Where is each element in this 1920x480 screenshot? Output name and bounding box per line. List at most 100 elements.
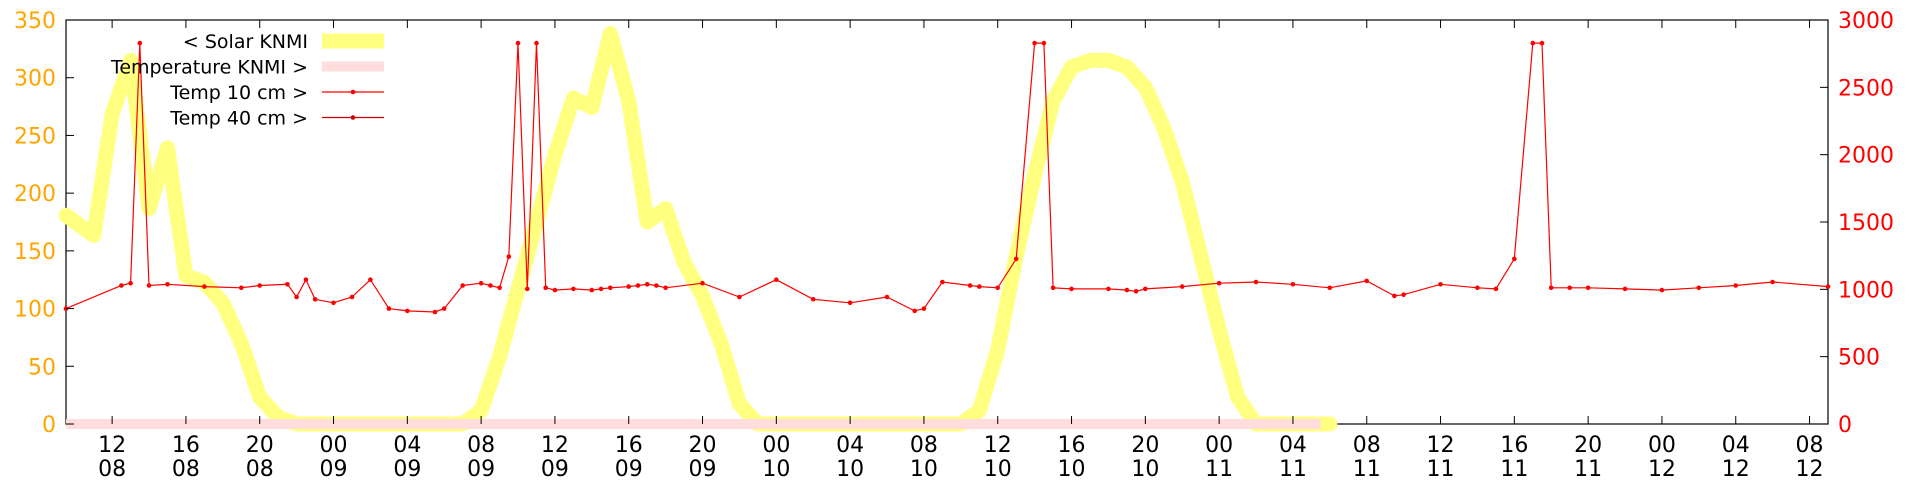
- x-tick-label-hour: 12: [98, 433, 126, 458]
- temp-10cm-point: [1548, 285, 1554, 291]
- x-tick-label-day: 09: [467, 457, 495, 480]
- temp-10cm-point: [1216, 280, 1222, 286]
- left-tick-label: 300: [14, 67, 56, 92]
- temp-10cm-point: [644, 282, 650, 287]
- temp-10cm-point: [515, 40, 521, 46]
- temp-10cm-point: [543, 285, 548, 291]
- temp-10cm-point: [119, 283, 124, 288]
- temp-10cm-point: [1622, 286, 1628, 292]
- temp-10cm-point: [608, 285, 613, 291]
- temp-10cm-point: [940, 279, 945, 285]
- temp-10cm-point: [654, 283, 659, 288]
- temp-10cm-point: [1124, 287, 1130, 293]
- temp-10cm-point: [202, 284, 207, 289]
- temp-10cm-point: [331, 300, 336, 306]
- temp-10cm-point: [285, 282, 290, 287]
- temp-10cm-point: [1493, 286, 1499, 292]
- left-tick-label: 250: [14, 124, 56, 149]
- temp-10cm-line: [65, 42, 1829, 313]
- temp-10cm-point: [534, 40, 539, 46]
- x-tick-label-hour: 20: [1574, 433, 1602, 458]
- x-tick-label-hour: 08: [1796, 433, 1824, 458]
- x-tick-label-day: 09: [689, 457, 717, 480]
- temp-10cm-point: [478, 280, 484, 286]
- x-tick-label-hour: 08: [910, 433, 938, 458]
- temp-10cm-point: [1825, 284, 1831, 289]
- right-tick-label: 3000: [1838, 9, 1894, 34]
- x-tick-label-day: 10: [910, 457, 938, 480]
- x-tick-label-hour: 16: [615, 433, 643, 458]
- x-tick-label-day: 11: [1279, 457, 1307, 480]
- x-tick-label-day: 09: [541, 457, 569, 480]
- temp-10cm-point: [349, 294, 355, 300]
- legend-label-temp-40cm: Temp 40 cm >: [169, 108, 308, 130]
- temp-10cm-point: [1475, 285, 1480, 291]
- temp-10cm-point: [626, 284, 631, 289]
- x-tick-label-hour: 08: [1353, 433, 1381, 458]
- temp-10cm-point: [967, 283, 973, 288]
- left-tick-label: 350: [14, 9, 56, 34]
- temp-10cm-point: [663, 285, 668, 291]
- temp-10cm-point: [497, 285, 502, 291]
- temp-10cm-point: [552, 287, 558, 293]
- temp-10cm-point: [1032, 40, 1037, 46]
- temp-10cm-point: [460, 283, 466, 288]
- x-tick-label-day: 09: [320, 457, 348, 480]
- x-tick-label-day: 10: [762, 457, 790, 480]
- temp-10cm-point: [405, 308, 410, 314]
- x-tick-label-hour: 00: [1648, 433, 1676, 458]
- temp-10cm-point: [847, 300, 853, 306]
- x-tick-label-hour: 12: [541, 433, 569, 458]
- temp-10cm-point: [441, 306, 447, 311]
- right-tick-label: 0: [1838, 413, 1852, 438]
- x-tick-label-hour: 04: [393, 433, 421, 458]
- temp-10cm-point: [1530, 40, 1536, 46]
- temp-10cm-point: [1567, 285, 1572, 291]
- left-tick-label: 0: [42, 413, 56, 438]
- temp-10cm-point: [810, 297, 816, 302]
- x-tick-label-hour: 16: [1500, 433, 1528, 458]
- temp-10cm-point: [977, 284, 982, 289]
- temp-10cm-point: [1041, 40, 1047, 46]
- temp-10cm-point: [239, 285, 244, 291]
- x-tick-label-hour: 16: [1058, 433, 1086, 458]
- x-tick-label-day: 11: [1205, 457, 1233, 480]
- temp-10cm-point: [1539, 40, 1545, 46]
- legend-marker-temp-40cm: [350, 115, 356, 120]
- legend-label-temp-10cm: Temp 10 cm >: [169, 82, 308, 104]
- x-tick-label-day: 11: [1353, 457, 1381, 480]
- x-tick-label-day: 12: [1722, 457, 1750, 480]
- temp-10cm-point: [488, 283, 493, 288]
- temp-10cm-point: [386, 306, 392, 311]
- legend-marker-temp-10cm: [350, 89, 356, 95]
- temp-10cm-point: [525, 286, 530, 292]
- temp-10cm-point: [312, 297, 318, 302]
- x-tick-label-hour: 08: [467, 433, 495, 458]
- x-tick-label-day: 10: [1058, 457, 1086, 480]
- temp-10cm-point: [1106, 286, 1111, 292]
- left-tick-label: 100: [14, 298, 56, 323]
- temp-10cm-point: [303, 277, 309, 283]
- temp-10cm-point: [737, 294, 742, 300]
- temp-10cm-point: [1179, 284, 1185, 289]
- temp-10cm-point: [700, 280, 705, 286]
- left-tick-label: 150: [14, 240, 56, 265]
- x-tick-label-hour: 00: [320, 433, 348, 458]
- x-tick-label-day: 08: [172, 457, 200, 480]
- right-tick-label: 1500: [1838, 211, 1894, 236]
- x-tick-label-day: 12: [1648, 457, 1676, 480]
- temp-10cm-point: [921, 306, 927, 311]
- temp-10cm-point: [128, 280, 133, 286]
- x-tick-label-hour: 20: [1131, 433, 1159, 458]
- temp-10cm-point: [137, 40, 143, 46]
- x-tick-label-day: 10: [984, 457, 1012, 480]
- temp-10cm-point: [774, 277, 779, 283]
- legend-label-temperature-knmi: Temperature KNMI >: [110, 57, 308, 79]
- plot-frame: [65, 19, 1829, 425]
- x-tick-label-day: 11: [1500, 457, 1528, 480]
- x-axis-ticks: 1208160820080009040908091209160920090010…: [98, 20, 1824, 480]
- temp-10cm-point: [1069, 286, 1074, 292]
- x-tick-label-hour: 04: [1722, 433, 1750, 458]
- temp-10cm-point: [1770, 279, 1775, 285]
- temp-10cm-series-layer: [63, 40, 1831, 315]
